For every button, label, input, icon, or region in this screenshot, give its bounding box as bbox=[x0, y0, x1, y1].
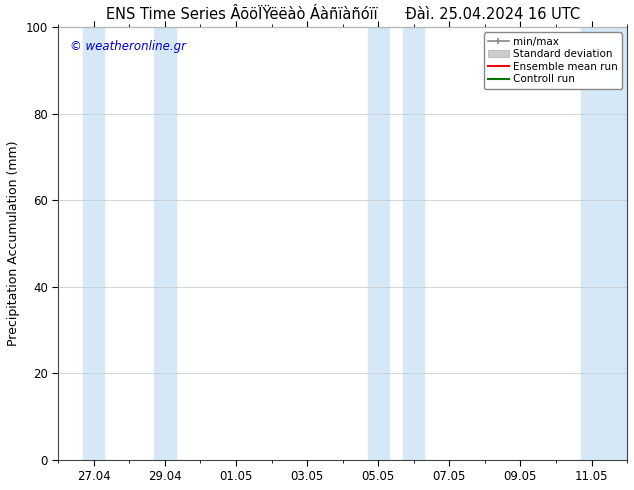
Bar bbox=[581, 27, 634, 460]
Bar bbox=[154, 27, 176, 460]
Text: © weatheronline.gr: © weatheronline.gr bbox=[70, 40, 186, 53]
Legend: min/max, Standard deviation, Ensemble mean run, Controll run: min/max, Standard deviation, Ensemble me… bbox=[484, 32, 622, 89]
Bar bbox=[368, 27, 389, 460]
Title: ENS Time Series ÂõöÏŸëëàò Áàñïàñóïï      Đàì. 25.04.2024 16 UTC: ENS Time Series ÂõöÏŸëëàò Áàñïàñóïï Đàì.… bbox=[105, 7, 579, 22]
Bar bbox=[403, 27, 424, 460]
Y-axis label: Precipitation Accumulation (mm): Precipitation Accumulation (mm) bbox=[7, 141, 20, 346]
Bar bbox=[83, 27, 105, 460]
